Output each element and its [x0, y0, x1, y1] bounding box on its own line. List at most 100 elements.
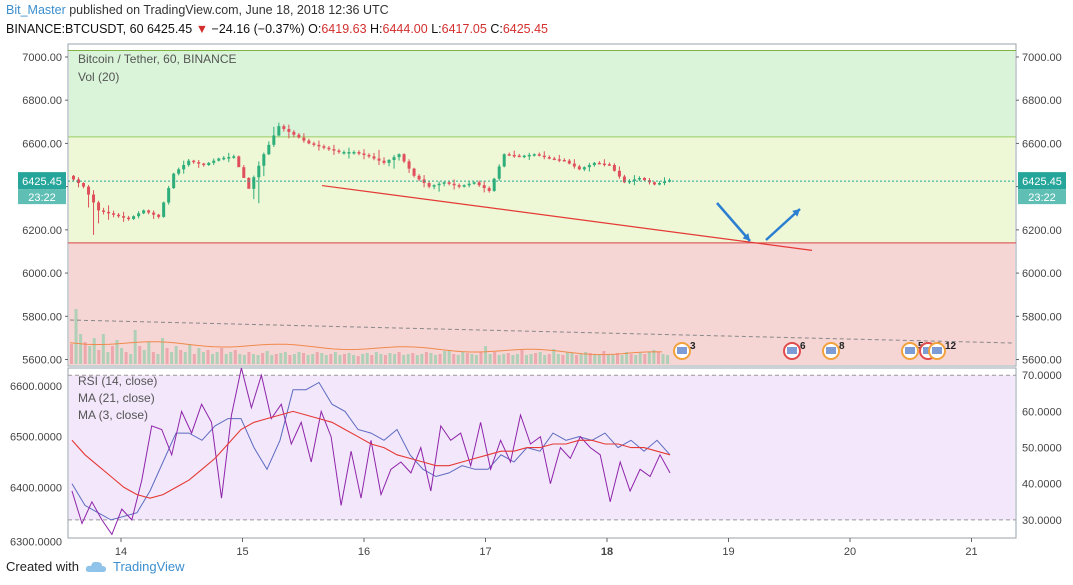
volume-bar	[638, 353, 642, 364]
volume-trend-line	[69, 319, 1013, 344]
candle-body	[612, 165, 616, 171]
candle-body	[242, 167, 246, 178]
volume-bar	[570, 353, 574, 364]
volume-bar	[365, 353, 369, 364]
x-tick-label: 15	[236, 546, 248, 558]
volume-bar	[83, 342, 87, 364]
volume-bar	[361, 354, 365, 364]
candle-body	[332, 149, 336, 151]
countdown-tag-text: 23:22	[28, 192, 56, 204]
candle-body	[487, 188, 491, 191]
candle-body	[637, 177, 641, 180]
volume-bar	[211, 354, 215, 364]
candle-body	[322, 146, 326, 148]
candle-body	[177, 169, 181, 174]
candle-body	[632, 179, 636, 181]
countdown-tag	[18, 189, 66, 205]
volume-bar	[115, 340, 119, 364]
candle-body	[282, 126, 286, 130]
rsi-series-label: MA (3, close)	[78, 408, 148, 422]
x-tick-label: 21	[965, 546, 977, 558]
volume-bar	[497, 355, 501, 364]
volume-bar	[129, 354, 133, 364]
candle-body	[407, 161, 411, 169]
candle-body	[577, 166, 581, 170]
volume-bar	[247, 352, 251, 364]
volume-bar	[370, 355, 374, 364]
candle-body	[512, 154, 516, 157]
volume-bar	[356, 356, 360, 364]
volume-bar	[479, 352, 483, 364]
candle-body	[307, 140, 311, 144]
volume-bar	[502, 354, 506, 364]
volume-bar	[461, 352, 465, 364]
countdown-tag-text: 23:22	[1028, 192, 1056, 204]
author-link[interactable]: Bit_Master	[6, 3, 66, 17]
y-tick-left: 6800.00	[22, 95, 62, 107]
volume-bar	[138, 346, 142, 364]
volume-bar	[547, 354, 551, 364]
y-tick-left: 7000.00	[22, 52, 62, 64]
candle-body	[327, 147, 331, 150]
volume-bar	[229, 352, 233, 364]
volume-bar	[174, 346, 178, 364]
volume-bar	[406, 354, 410, 364]
candle-body	[397, 154, 401, 158]
candle-body	[437, 183, 441, 186]
footer: Created with TradingView	[6, 559, 185, 574]
volume-bar	[133, 330, 137, 364]
rsi-tick-left: 6300.0000	[10, 537, 62, 549]
y-tick-right: 6000.00	[1022, 268, 1062, 280]
x-tick-label: 14	[115, 546, 127, 558]
volume-bar	[666, 355, 670, 364]
candle-body	[457, 185, 461, 187]
candle-body	[202, 163, 206, 166]
volume-bar	[288, 355, 292, 364]
candle-body	[77, 179, 81, 184]
candle-body	[387, 159, 391, 163]
volume-bar	[493, 352, 497, 364]
candle-body	[187, 160, 191, 166]
y-tick-left: 6600.00	[22, 138, 62, 150]
candle-body	[622, 176, 626, 183]
candle-body	[302, 137, 306, 141]
volume-bar	[97, 350, 101, 364]
symbol-label: BINANCE:BTCUSDT, 60	[6, 22, 144, 36]
candle-body	[337, 150, 341, 153]
volume-bar	[656, 352, 660, 364]
tradingview-logo-text[interactable]: TradingView	[112, 559, 185, 574]
ma21-line	[71, 410, 671, 499]
candle-body	[277, 126, 281, 136]
candle-body	[262, 154, 266, 166]
candle-body	[462, 185, 466, 187]
rsi-tick-right: 50.0000	[1022, 443, 1062, 455]
volume-bar	[192, 354, 196, 364]
flag-icon	[932, 347, 942, 354]
volume-bar	[101, 334, 105, 364]
volume-bar	[183, 352, 187, 364]
flag-icon	[923, 347, 933, 354]
high-label: H:	[370, 22, 383, 36]
candle-body	[652, 182, 656, 185]
flag-icon	[677, 347, 687, 354]
rsi-series-label: RSI (14, close)	[78, 374, 157, 388]
event-count: 12	[945, 341, 957, 352]
volume-bar	[156, 354, 160, 364]
volume-bar	[634, 355, 638, 364]
volume-bar	[402, 355, 406, 364]
volume-bar	[474, 355, 478, 364]
volume-bar	[552, 349, 556, 364]
x-tick-label: 16	[358, 546, 370, 558]
volume-bar	[652, 350, 656, 364]
volume-bar	[324, 355, 328, 364]
candle-body	[402, 154, 406, 162]
candle-body	[147, 210, 151, 213]
low-value: 6417.05	[441, 22, 487, 36]
candle-body	[352, 152, 356, 154]
candle-body	[562, 159, 566, 162]
candle-body	[137, 213, 141, 217]
volume-bar	[302, 353, 306, 364]
candle-body	[542, 155, 546, 158]
volume-bar	[110, 346, 114, 364]
